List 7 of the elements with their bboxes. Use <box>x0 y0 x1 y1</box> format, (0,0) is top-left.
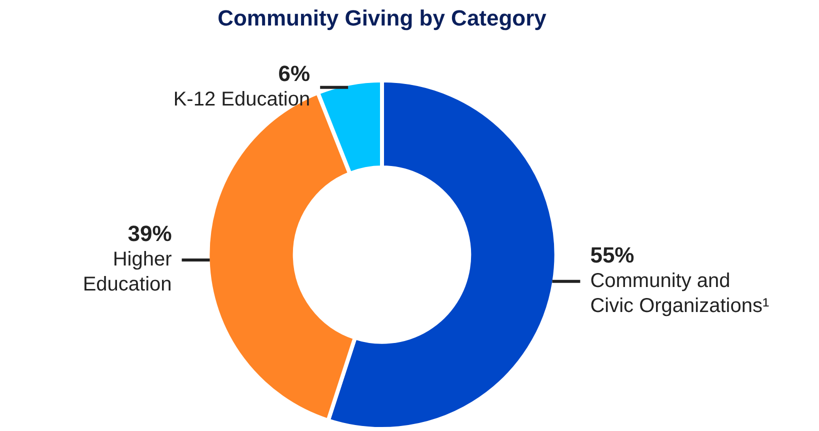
slice-label: Community and Civic Organizations¹ <box>590 270 770 317</box>
data-label: 55% <box>590 242 634 268</box>
chart-title: Community Giving by Category <box>218 5 548 30</box>
slice-label: Higher Education <box>82 248 172 296</box>
slice-label: K-12 Education <box>173 88 310 110</box>
data-label: 39% <box>128 221 172 246</box>
data-label: 6% <box>278 60 310 86</box>
